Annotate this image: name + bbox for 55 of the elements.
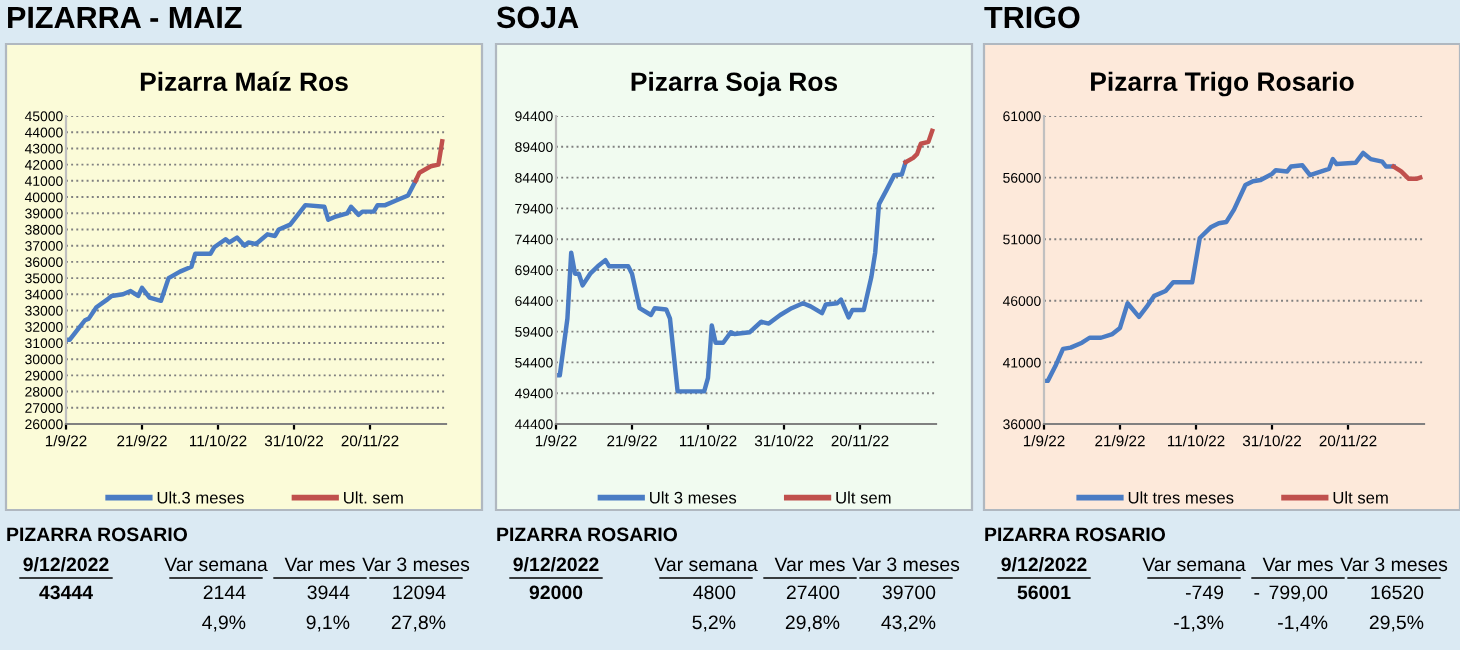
line-series	[1391, 164, 1423, 182]
legend-label: Ult sem	[1333, 491, 1388, 504]
legend-label: Ult.3 meses	[157, 491, 244, 504]
legend-label: Ult 3 meses	[650, 491, 737, 504]
text: 56001	[1017, 585, 1071, 600]
line-series	[903, 128, 935, 165]
text: 16520	[1371, 585, 1424, 600]
text: 27,8%	[391, 615, 446, 632]
chart-title: PIZARRA - MAIZ	[8, 6, 242, 28]
text: PIZARRA ROSARIO	[985, 527, 1166, 542]
legend-label: Ult. sem	[344, 491, 403, 504]
text: Var mes	[284, 557, 355, 572]
text: -1,4%	[1278, 615, 1328, 632]
text: 43444	[39, 585, 93, 600]
chart-subtitle: Pizarra Soja Ros	[631, 71, 838, 97]
text: 4800	[693, 585, 736, 600]
legend-label: Ult sem	[836, 491, 891, 504]
text: 5,2%	[692, 615, 736, 632]
text: PIZARRA ROSARIO	[7, 527, 188, 542]
text: 12094	[393, 585, 446, 600]
text: Var semana	[1142, 557, 1246, 572]
text: 92000	[529, 585, 583, 600]
text: Var mes	[1262, 557, 1333, 572]
text: -749	[1185, 585, 1224, 600]
text: 27400	[786, 585, 840, 600]
text: PIZARRA ROSARIO	[497, 527, 678, 542]
chart-subtitle: Pizarra Maíz Ros	[140, 71, 348, 92]
text: Var 3 meses	[1340, 557, 1448, 572]
text: Var mes	[774, 557, 845, 572]
text: 4,9%	[202, 615, 246, 632]
chart-title: SOJA	[496, 6, 579, 29]
chart-title: TRIGO	[984, 6, 1080, 29]
chart-subtitle: Pizarra Trigo Rosario	[1091, 71, 1354, 97]
text: 2144	[203, 585, 246, 600]
text: Var semana	[164, 557, 268, 572]
line-series	[413, 139, 445, 184]
line-series	[556, 159, 908, 394]
text: 29,5%	[1369, 615, 1424, 632]
text: Var 3 meses	[362, 557, 470, 572]
text: -	[1254, 593, 1260, 595]
text: 39700	[882, 585, 936, 600]
text: Var semana	[654, 557, 758, 572]
text: 9/12/2022	[513, 556, 599, 572]
text: 9/12/2022	[23, 556, 109, 572]
legend-label: Ult tres meses	[1128, 491, 1234, 504]
text: 799,00	[1269, 585, 1328, 602]
text: 29,8%	[785, 615, 840, 632]
text: 9/12/2022	[1001, 556, 1087, 572]
text: 43,2%	[881, 615, 936, 632]
text: -1,3%	[1174, 615, 1224, 632]
text: Var 3 meses	[852, 557, 960, 572]
line-series	[1044, 150, 1396, 384]
text: 3944	[307, 585, 350, 600]
text: 9,1%	[306, 615, 350, 632]
line-series	[66, 178, 418, 342]
